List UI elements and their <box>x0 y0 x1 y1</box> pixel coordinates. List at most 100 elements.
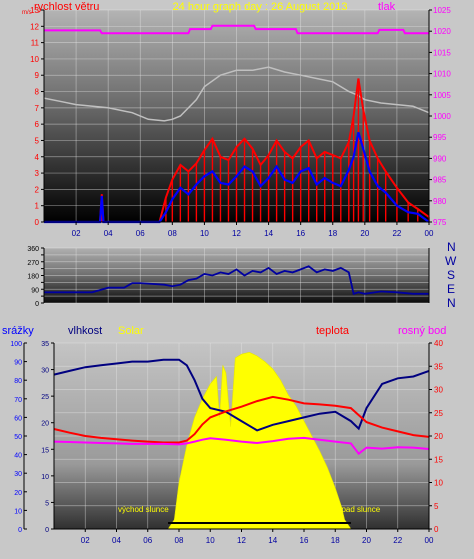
top-x-tick-label: 06 <box>136 229 145 238</box>
rain-tick-label: 100 <box>10 341 22 348</box>
pressure-tick-label: 980 <box>433 197 447 206</box>
wind-average-line <box>44 131 430 224</box>
pressure-tick-label: 1000 <box>433 112 451 121</box>
pressure-label: tlak <box>378 1 396 13</box>
top-x-tick-label: 08 <box>168 229 177 238</box>
rain-label: srážky <box>2 325 34 337</box>
rain-tick-label: 30 <box>14 471 22 478</box>
wind-tick-label: 11 <box>31 39 40 48</box>
humidity-tick-label: 20 <box>41 421 49 428</box>
sunrise-label: východ slunce <box>118 505 169 514</box>
wind-tick-label: 3 <box>35 169 40 178</box>
humidity-tick-label: 5 <box>45 500 49 507</box>
humidity-label: vlhkost <box>68 325 102 337</box>
pressure-line <box>44 24 429 35</box>
pressure-tick-label: 990 <box>433 154 447 163</box>
bottom-x-tick-label: 22 <box>393 536 402 545</box>
temperature-tick-label: 10 <box>434 479 443 488</box>
bottom-x-tick-label: 10 <box>206 536 215 545</box>
dewpoint-label: rosný bod <box>398 325 446 337</box>
temperature-label: teplota <box>316 325 350 337</box>
bottom-x-tick-label: 14 <box>268 536 277 545</box>
rain-tick-label: 20 <box>14 490 22 497</box>
rain-tick-label: 60 <box>14 415 22 422</box>
wind-tick-label: 4 <box>35 153 40 162</box>
top-x-tick-label: 16 <box>296 229 305 238</box>
chart-title: 24 hour graph day : 26 August 2013 <box>173 1 348 13</box>
wind-direction-line <box>44 265 429 295</box>
top-x-tick-label: 22 <box>392 229 401 238</box>
compass-letter: E <box>447 282 455 296</box>
humidity-tick-label: 15 <box>41 447 49 454</box>
top-x-tick-label: 18 <box>328 229 337 238</box>
compass-letter: W <box>445 254 457 268</box>
top-x-tick-label: 14 <box>264 229 273 238</box>
temperature-tick-label: 15 <box>434 455 443 464</box>
wind-tick-label: 10 <box>30 55 39 64</box>
temperature-tick-label: 0 <box>434 525 439 534</box>
top-x-tick-label: 10 <box>200 229 209 238</box>
temperature-series <box>53 351 430 530</box>
bottom-x-tick-label: 02 <box>81 536 90 545</box>
compass-letter: N <box>447 296 456 310</box>
bottom-x-tick-label: 00 <box>425 536 434 545</box>
pressure-tick-label: 1020 <box>433 27 451 36</box>
temperature-tick-label: 30 <box>434 386 443 395</box>
sunset-label: západ slunce <box>333 505 381 514</box>
dewpoint-line <box>53 436 430 456</box>
wind-direction-axes: 0 90 180 270 360 <box>27 246 430 308</box>
solar-label: Solar <box>118 325 144 337</box>
temperature-tick-label: 5 <box>434 502 439 511</box>
bottom-x-tick-label: 20 <box>362 536 371 545</box>
temperature-tick-label: 35 <box>434 362 443 371</box>
wind-tick-label: 9 <box>35 71 40 80</box>
wind-tick-label: 0 <box>35 218 40 227</box>
rain-tick-label: 0 <box>18 527 22 534</box>
wind-direction-panel: 0 90 180 270 360 N W S E N <box>27 240 457 310</box>
bottom-x-tick-label: 12 <box>237 536 246 545</box>
direction-tick-label: 180 <box>27 274 39 281</box>
humidity-tick-label: 35 <box>41 341 49 348</box>
bottom-x-tick-label: 18 <box>331 536 340 545</box>
wind-tick-label: 8 <box>35 88 40 97</box>
temperature-tick-label: 20 <box>434 432 443 441</box>
compass-letters: N W S E N <box>445 240 457 310</box>
bottom-x-tick-label: 08 <box>175 536 184 545</box>
temperature-tick-label: 25 <box>434 409 443 418</box>
top-x-tick-label: 02 <box>72 229 81 238</box>
humidity-tick-label: 30 <box>41 368 49 375</box>
wind-pressure-panel: 0123456789101112139759809859909951000100… <box>22 1 451 238</box>
pressure-tick-label: 975 <box>433 218 447 227</box>
direction-tick-label: 270 <box>27 260 39 267</box>
wind-tick-label: 12 <box>30 22 39 31</box>
wind-tick-label: 1 <box>35 202 40 211</box>
bottom-x-tick-label: 04 <box>112 536 121 545</box>
temperature-axes: 0102030405060708090100051015202530350510… <box>10 339 443 545</box>
top-x-tick-label: 04 <box>104 229 113 238</box>
temperature-panel: 0102030405060708090100051015202530350510… <box>2 325 446 545</box>
wind-tick-label: 7 <box>35 104 40 113</box>
wind-direction-series <box>44 265 429 295</box>
bottom-x-tick-label: 16 <box>300 536 309 545</box>
wind-pressure-axes: 0123456789101112139759809859909951000100… <box>30 6 451 238</box>
top-x-tick-label: 00 <box>425 229 434 238</box>
pressure-tick-label: 1025 <box>433 6 451 15</box>
top-x-tick-label: 12 <box>232 229 241 238</box>
rain-tick-label: 70 <box>14 397 22 404</box>
wind-pressure-series <box>43 24 430 224</box>
wind-unit-label: m/s <box>22 10 32 16</box>
rain-tick-label: 80 <box>14 378 22 385</box>
pressure-tick-label: 1015 <box>433 48 451 57</box>
compass-letter: N <box>447 240 456 254</box>
wind-speed-label: rychlost větru <box>34 1 99 13</box>
solar-area <box>167 351 352 530</box>
wind-tick-label: 13 <box>30 6 39 15</box>
temperature-tick-label: 40 <box>434 339 443 348</box>
pressure-tick-label: 1005 <box>433 91 451 100</box>
pressure-history-line <box>43 66 430 122</box>
bottom-x-tick-label: 06 <box>143 536 152 545</box>
humidity-tick-label: 25 <box>41 394 49 401</box>
humidity-tick-label: 0 <box>45 527 49 534</box>
rain-tick-label: 40 <box>14 453 22 460</box>
